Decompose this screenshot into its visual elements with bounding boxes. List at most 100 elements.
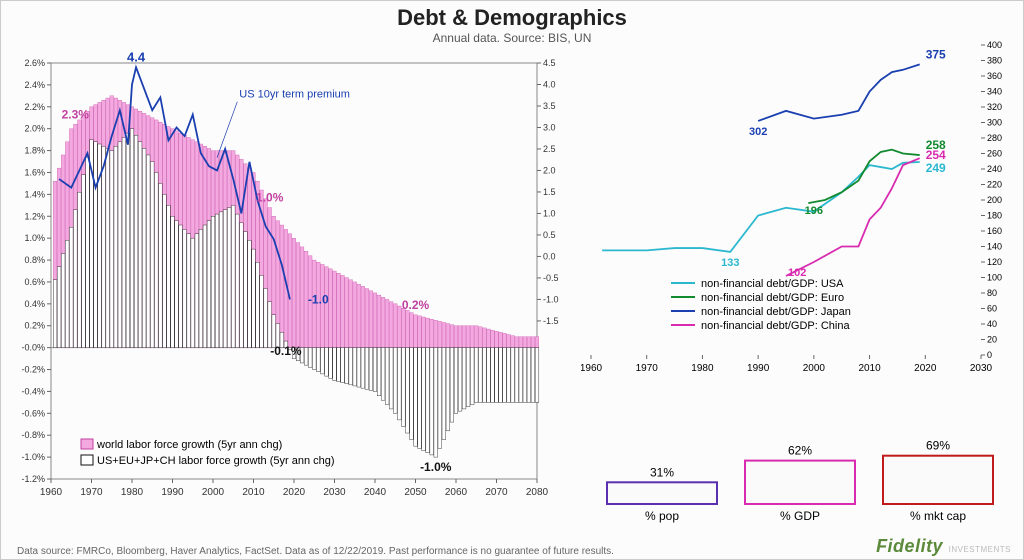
- svg-text:1990: 1990: [161, 487, 184, 498]
- svg-text:-0.0%: -0.0%: [21, 343, 45, 353]
- svg-text:320: 320: [987, 102, 1002, 112]
- svg-text:280: 280: [987, 133, 1002, 143]
- svg-text:20: 20: [987, 335, 997, 345]
- right-chart: 1960197019801990200020102020203002040608…: [581, 39, 1021, 389]
- svg-text:non-financial debt/GDP: China: non-financial debt/GDP: China: [701, 320, 850, 332]
- svg-text:0.0: 0.0: [543, 251, 556, 261]
- svg-text:2050: 2050: [404, 487, 427, 498]
- svg-text:300: 300: [987, 118, 1002, 128]
- svg-text:2030: 2030: [323, 487, 346, 498]
- watermark-sub: INVESTMENTS: [949, 545, 1011, 554]
- svg-text:-1.0%: -1.0%: [420, 460, 452, 474]
- svg-text:360: 360: [987, 71, 1002, 81]
- svg-text:4.4: 4.4: [127, 49, 146, 64]
- svg-text:0.4%: 0.4%: [24, 299, 45, 309]
- svg-text:2030: 2030: [970, 363, 993, 374]
- svg-text:3.5: 3.5: [543, 101, 556, 111]
- svg-text:% pop: % pop: [645, 509, 679, 523]
- svg-text:1970: 1970: [80, 487, 103, 498]
- svg-text:2010: 2010: [242, 487, 265, 498]
- svg-text:1.0%: 1.0%: [24, 233, 45, 243]
- svg-text:1980: 1980: [121, 487, 144, 498]
- svg-text:0.6%: 0.6%: [24, 277, 45, 287]
- svg-text:2000: 2000: [202, 487, 225, 498]
- svg-text:-0.8%: -0.8%: [21, 430, 45, 440]
- svg-text:133: 133: [721, 257, 739, 269]
- svg-text:2.2%: 2.2%: [24, 102, 45, 112]
- svg-text:US 10yr term premium: US 10yr term premium: [239, 88, 350, 100]
- svg-text:0.2%: 0.2%: [402, 298, 430, 312]
- svg-text:69%: 69%: [926, 439, 950, 453]
- svg-text:-0.2%: -0.2%: [21, 365, 45, 375]
- svg-text:non-financial debt/GDP: Euro: non-financial debt/GDP: Euro: [701, 292, 844, 304]
- svg-text:2040: 2040: [364, 487, 387, 498]
- svg-text:world labor force growth (5yr: world labor force growth (5yr ann chg): [96, 439, 282, 451]
- svg-text:375: 375: [926, 47, 946, 61]
- svg-text:-1.5: -1.5: [543, 316, 559, 326]
- svg-text:2.5: 2.5: [543, 144, 556, 154]
- svg-text:340: 340: [987, 87, 1002, 97]
- svg-text:2.3%: 2.3%: [62, 107, 90, 121]
- svg-text:120: 120: [987, 257, 1002, 267]
- svg-text:180: 180: [987, 211, 1002, 221]
- svg-text:1990: 1990: [747, 363, 770, 374]
- svg-text:40: 40: [987, 319, 997, 329]
- svg-text:240: 240: [987, 164, 1002, 174]
- svg-text:-0.1%: -0.1%: [270, 344, 302, 358]
- chart-page: Debt & Demographics Annual data. Source:…: [0, 0, 1024, 560]
- svg-text:260: 260: [987, 149, 1002, 159]
- left-chart: 1960197019801990200020102020203020402050…: [7, 39, 577, 519]
- svg-text:1980: 1980: [691, 363, 714, 374]
- svg-text:-1.0%: -1.0%: [21, 452, 45, 462]
- svg-text:-1.2%: -1.2%: [21, 474, 45, 484]
- footer-note: Data source: FMRCo, Bloomberg, Haver Ana…: [17, 546, 614, 557]
- svg-text:-1.0: -1.0: [308, 292, 329, 306]
- svg-text:1.0%: 1.0%: [256, 191, 284, 205]
- svg-text:2000: 2000: [803, 363, 826, 374]
- svg-text:% mkt cap: % mkt cap: [910, 509, 966, 523]
- svg-text:2020: 2020: [914, 363, 937, 374]
- svg-text:4.5: 4.5: [543, 58, 556, 68]
- svg-text:62%: 62%: [788, 444, 812, 458]
- svg-text:1.0: 1.0: [543, 208, 556, 218]
- box-chart: 31% % pop 62% % GDP 69% % mkt cap: [587, 406, 1017, 526]
- svg-text:-0.6%: -0.6%: [21, 408, 45, 418]
- svg-text:2010: 2010: [858, 363, 881, 374]
- svg-text:1.5: 1.5: [543, 187, 556, 197]
- svg-text:1960: 1960: [40, 487, 63, 498]
- svg-text:400: 400: [987, 40, 1002, 50]
- svg-text:0.8%: 0.8%: [24, 255, 45, 265]
- svg-text:2.0: 2.0: [543, 165, 556, 175]
- svg-text:160: 160: [987, 226, 1002, 236]
- svg-text:2060: 2060: [445, 487, 468, 498]
- watermark: Fidelity INVESTMENTS: [876, 536, 1011, 557]
- svg-text:1.4%: 1.4%: [24, 189, 45, 199]
- svg-text:380: 380: [987, 56, 1002, 66]
- svg-text:1960: 1960: [581, 363, 603, 374]
- svg-text:196: 196: [805, 205, 823, 217]
- svg-text:non-financial debt/GDP: Japan: non-financial debt/GDP: Japan: [701, 306, 851, 318]
- svg-text:200: 200: [987, 195, 1002, 205]
- svg-text:249: 249: [926, 161, 946, 175]
- svg-text:220: 220: [987, 180, 1002, 190]
- svg-text:100: 100: [987, 273, 1002, 283]
- svg-text:80: 80: [987, 288, 997, 298]
- svg-text:2.6%: 2.6%: [24, 58, 45, 68]
- page-title: Debt & Demographics: [1, 5, 1023, 31]
- svg-text:254: 254: [926, 148, 946, 162]
- svg-text:-1.0: -1.0: [543, 294, 559, 304]
- svg-text:non-financial debt/GDP: USA: non-financial debt/GDP: USA: [701, 278, 844, 290]
- svg-text:0.2%: 0.2%: [24, 321, 45, 331]
- svg-text:2070: 2070: [485, 487, 508, 498]
- svg-text:% GDP: % GDP: [780, 509, 820, 523]
- svg-text:0: 0: [987, 350, 992, 360]
- svg-text:2.0%: 2.0%: [24, 124, 45, 134]
- svg-text:2.4%: 2.4%: [24, 80, 45, 90]
- watermark-brand: Fidelity: [876, 536, 943, 556]
- svg-text:-0.5: -0.5: [543, 273, 559, 283]
- svg-text:31%: 31%: [650, 465, 674, 479]
- svg-text:1.6%: 1.6%: [24, 167, 45, 177]
- svg-text:-0.4%: -0.4%: [21, 386, 45, 396]
- svg-text:US+EU+JP+CH labor force growth: US+EU+JP+CH labor force growth (5yr ann …: [97, 455, 335, 467]
- svg-text:140: 140: [987, 242, 1002, 252]
